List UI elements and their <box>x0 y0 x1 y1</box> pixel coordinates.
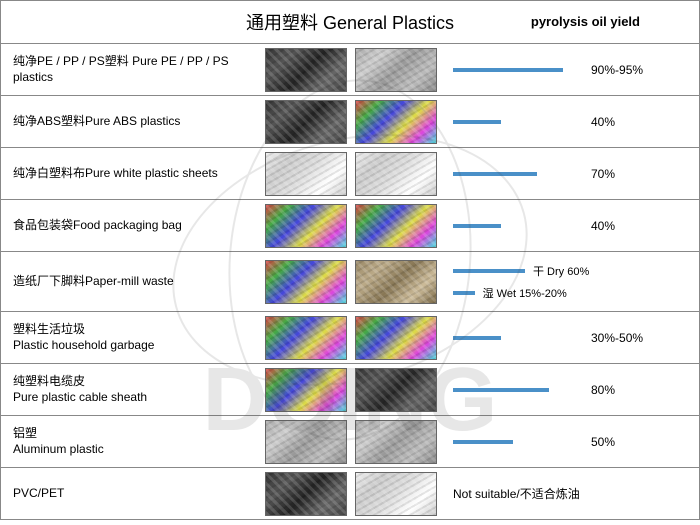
material-image-1 <box>265 48 347 92</box>
yield-bar <box>441 224 591 228</box>
material-image-2 <box>355 420 437 464</box>
yield-bar <box>441 440 591 444</box>
material-image-2 <box>355 472 437 516</box>
material-image-2 <box>355 100 437 144</box>
yield-bar <box>441 336 591 340</box>
table-row: 塑料生活垃圾Plastic household garbage 30%-50% <box>1 311 699 363</box>
material-image-1 <box>265 368 347 412</box>
material-image-2 <box>355 152 437 196</box>
material-image-1 <box>265 152 347 196</box>
material-image-2 <box>355 316 437 360</box>
table-row: 造纸厂下脚料Paper-mill waste 干 Dry 60%湿 Wet 15%… <box>1 251 699 311</box>
material-image-1 <box>265 260 347 304</box>
row-label: 纯塑料电缆皮Pure plastic cable sheath <box>1 374 261 405</box>
material-image-2 <box>355 204 437 248</box>
row-label: 塑料生活垃圾Plastic household garbage <box>1 322 261 353</box>
yield-bar <box>441 120 591 124</box>
material-image-2 <box>355 48 437 92</box>
table-row: 纯塑料电缆皮Pure plastic cable sheath 80% <box>1 363 699 415</box>
yield-value: 80% <box>591 383 691 397</box>
row-label: PVC/PET <box>1 486 261 502</box>
yield-value: 70% <box>591 167 691 181</box>
table-row: 铝塑Aluminum plastic 50% <box>1 415 699 467</box>
material-image-1 <box>265 420 347 464</box>
yield-value: 50% <box>591 435 691 449</box>
yield-value: 90%-95% <box>591 63 691 77</box>
yield-value: 40% <box>591 115 691 129</box>
yield-value: 30%-50% <box>591 331 691 345</box>
table-row: 纯净ABS塑料Pure ABS plastics 40% <box>1 95 699 147</box>
yield-bar <box>441 68 591 72</box>
row-label: 纯净PE / PP / PS塑料 Pure PE / PP / PS plast… <box>1 54 261 85</box>
plastics-table: 通用塑料 General Plastics pyrolysis oil yiel… <box>0 0 700 520</box>
material-image-1 <box>265 100 347 144</box>
table-row: 纯净PE / PP / PS塑料 Pure PE / PP / PS plast… <box>1 43 699 95</box>
yield-value: 40% <box>591 219 691 233</box>
material-image-2 <box>355 368 437 412</box>
yield-na: Not suitable/不适合炼油 <box>441 485 691 502</box>
material-image-1 <box>265 204 347 248</box>
row-label: 铝塑Aluminum plastic <box>1 426 261 457</box>
table-row: 纯净白塑料布Pure white plastic sheets 70% <box>1 147 699 199</box>
row-label: 食品包装袋Food packaging bag <box>1 218 261 234</box>
table-row: 食品包装袋Food packaging bag 40% <box>1 199 699 251</box>
row-label: 纯净ABS塑料Pure ABS plastics <box>1 114 261 130</box>
yield-bar <box>441 172 591 176</box>
material-image-1 <box>265 316 347 360</box>
yield-header: pyrolysis oil yield <box>531 14 640 29</box>
yield-bars-dual: 干 Dry 60%湿 Wet 15%-20% <box>441 263 691 301</box>
row-label: 纯净白塑料布Pure white plastic sheets <box>1 166 261 182</box>
material-image-2 <box>355 260 437 304</box>
table-row: PVC/PET Not suitable/不适合炼油 <box>1 467 699 519</box>
material-image-1 <box>265 472 347 516</box>
yield-bar <box>441 388 591 392</box>
row-label: 造纸厂下脚料Paper-mill waste <box>1 274 261 290</box>
